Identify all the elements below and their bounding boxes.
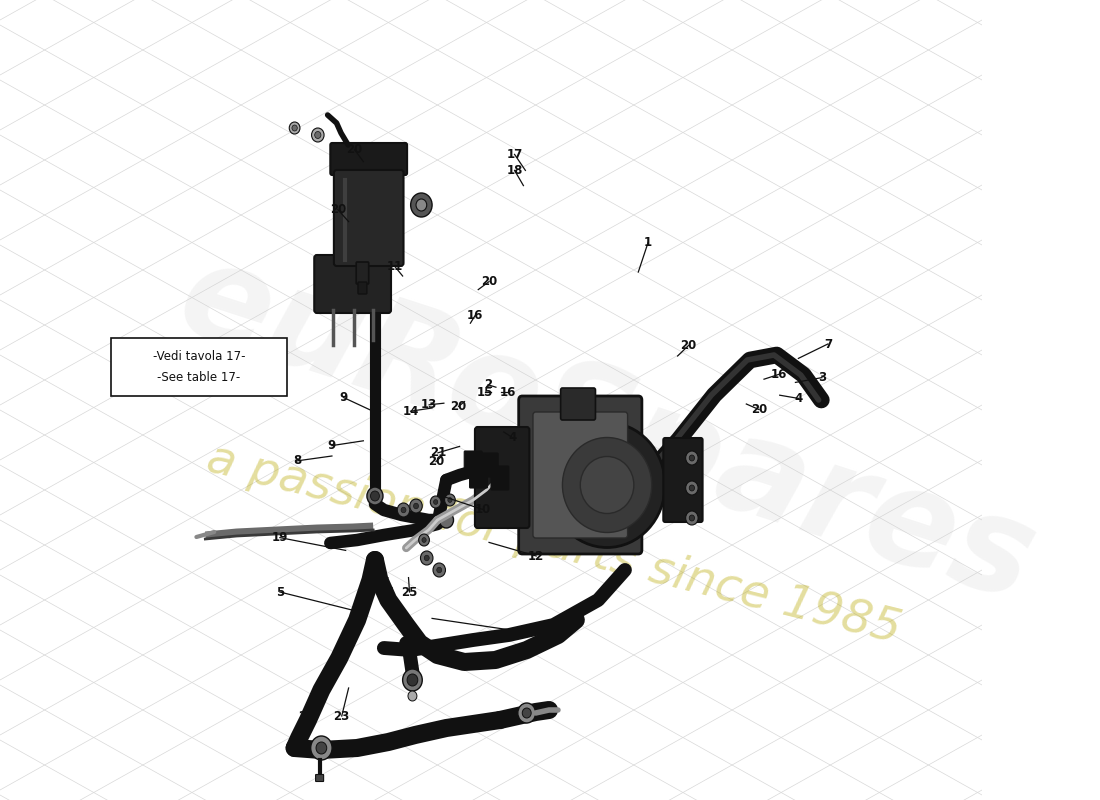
Circle shape: [410, 193, 432, 217]
Circle shape: [685, 511, 698, 525]
Text: 20: 20: [330, 203, 345, 216]
Circle shape: [433, 563, 446, 577]
FancyBboxPatch shape: [534, 412, 628, 538]
FancyBboxPatch shape: [358, 282, 367, 294]
FancyBboxPatch shape: [330, 143, 407, 175]
FancyBboxPatch shape: [475, 427, 529, 528]
Circle shape: [416, 199, 427, 211]
Text: euRoSpares: euRoSpares: [164, 230, 1050, 630]
Text: 4: 4: [794, 392, 803, 405]
Text: 9: 9: [328, 439, 336, 452]
Circle shape: [690, 485, 694, 491]
Text: 11: 11: [386, 260, 403, 273]
Text: 16: 16: [771, 368, 786, 381]
Text: a passion for parts since 1985: a passion for parts since 1985: [201, 437, 905, 653]
Circle shape: [444, 494, 455, 506]
FancyBboxPatch shape: [315, 255, 390, 313]
Circle shape: [425, 555, 429, 561]
FancyBboxPatch shape: [519, 396, 642, 554]
Circle shape: [292, 125, 297, 131]
Circle shape: [419, 534, 429, 546]
Text: 22: 22: [298, 710, 315, 722]
FancyBboxPatch shape: [464, 451, 482, 475]
Text: -Vedi tavola 17-
-See table 17-: -Vedi tavola 17- -See table 17-: [153, 350, 245, 384]
Circle shape: [685, 451, 698, 465]
Circle shape: [310, 736, 332, 760]
FancyBboxPatch shape: [316, 774, 323, 782]
Text: 9: 9: [340, 391, 348, 404]
Text: 20: 20: [680, 339, 696, 352]
Text: 8: 8: [294, 454, 301, 467]
Ellipse shape: [562, 438, 651, 533]
Text: 17: 17: [506, 148, 522, 161]
Text: 20: 20: [428, 455, 444, 468]
Circle shape: [437, 567, 442, 573]
Text: 16: 16: [468, 309, 484, 322]
Text: 15: 15: [477, 386, 493, 398]
Text: 13: 13: [421, 398, 438, 411]
FancyBboxPatch shape: [561, 388, 595, 420]
FancyBboxPatch shape: [356, 262, 369, 284]
Text: 16: 16: [499, 386, 516, 398]
Circle shape: [315, 131, 321, 138]
Circle shape: [690, 515, 694, 521]
Circle shape: [685, 481, 698, 495]
Circle shape: [397, 503, 410, 517]
Circle shape: [316, 742, 327, 754]
Text: 20: 20: [751, 403, 767, 416]
Circle shape: [522, 708, 531, 718]
Text: 14: 14: [403, 405, 419, 418]
Circle shape: [410, 499, 422, 513]
FancyBboxPatch shape: [470, 464, 487, 488]
Circle shape: [402, 507, 406, 513]
Text: 2: 2: [484, 378, 492, 391]
Ellipse shape: [549, 422, 666, 547]
Text: 20: 20: [481, 275, 497, 288]
Text: 3: 3: [818, 371, 826, 384]
Circle shape: [422, 538, 426, 542]
FancyBboxPatch shape: [334, 170, 404, 266]
Text: 7: 7: [824, 338, 832, 350]
Circle shape: [430, 496, 441, 508]
Circle shape: [403, 669, 422, 691]
Text: 20: 20: [451, 400, 466, 413]
FancyBboxPatch shape: [663, 438, 703, 522]
Text: 12: 12: [528, 550, 544, 562]
Circle shape: [690, 455, 694, 461]
Text: 24: 24: [377, 586, 394, 598]
Text: 23: 23: [333, 710, 350, 722]
Text: 5: 5: [276, 586, 284, 598]
Circle shape: [311, 128, 324, 142]
Text: 25: 25: [402, 586, 418, 598]
Text: 1: 1: [645, 236, 652, 249]
Circle shape: [433, 499, 438, 504]
Text: 4: 4: [508, 431, 517, 444]
Circle shape: [439, 512, 453, 528]
Circle shape: [408, 691, 417, 701]
Ellipse shape: [581, 457, 634, 514]
Text: 4: 4: [487, 459, 495, 472]
Circle shape: [367, 487, 383, 505]
Circle shape: [371, 491, 380, 501]
Text: 18: 18: [506, 164, 522, 177]
Circle shape: [420, 551, 433, 565]
Text: 19: 19: [272, 531, 288, 544]
Text: 6: 6: [536, 628, 544, 641]
Text: 20: 20: [346, 143, 363, 156]
FancyBboxPatch shape: [111, 338, 287, 396]
Circle shape: [518, 703, 536, 723]
Circle shape: [448, 498, 452, 502]
Text: 21: 21: [430, 446, 447, 459]
FancyBboxPatch shape: [491, 466, 509, 490]
Text: 10: 10: [475, 503, 492, 516]
Circle shape: [407, 674, 418, 686]
Circle shape: [289, 122, 300, 134]
FancyBboxPatch shape: [481, 453, 498, 477]
Circle shape: [414, 503, 418, 509]
